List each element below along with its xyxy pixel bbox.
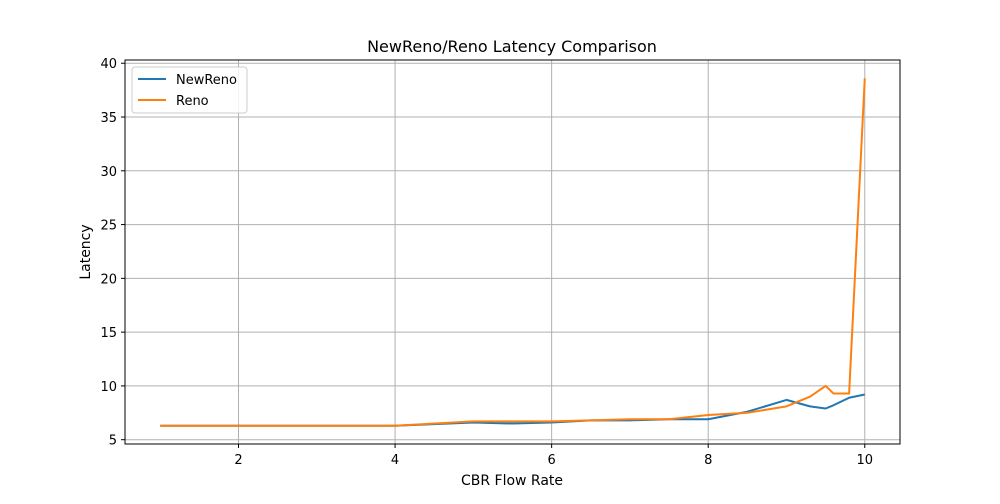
x-tick-label: 4: [391, 453, 399, 468]
x-axis-label: CBR Flow Rate: [461, 473, 563, 489]
grid: [125, 60, 900, 444]
legend: NewReno Reno: [131, 66, 248, 114]
y-tick-label: 25: [100, 219, 117, 234]
x-tick-label: 2: [234, 453, 242, 468]
chart-title: NewReno/Reno Latency Comparison: [367, 37, 657, 56]
series-layer: [160, 78, 866, 427]
x-tick-label: 6: [548, 453, 556, 468]
x-axis-ticks: 2 4 6 8 10: [234, 444, 873, 468]
plot-frame: [124, 59, 901, 445]
legend-label-newreno: NewReno: [176, 73, 237, 88]
y-tick-label: 15: [100, 326, 117, 341]
y-tick-label: 5: [109, 434, 117, 449]
y-tick-label: 10: [100, 380, 117, 395]
legend-label-reno: Reno: [176, 94, 209, 109]
y-axis-ticks: 5 10 15 20 25 30 35 40: [100, 57, 125, 449]
x-tick-label: 10: [856, 453, 873, 468]
series-line-reno: [160, 78, 866, 427]
y-tick-label: 30: [100, 165, 117, 180]
y-tick-label: 35: [100, 111, 117, 126]
y-tick-label: 20: [100, 272, 117, 287]
x-tick-label: 8: [704, 453, 712, 468]
y-axis-label: Latency: [78, 224, 94, 279]
y-tick-label: 40: [100, 57, 117, 72]
